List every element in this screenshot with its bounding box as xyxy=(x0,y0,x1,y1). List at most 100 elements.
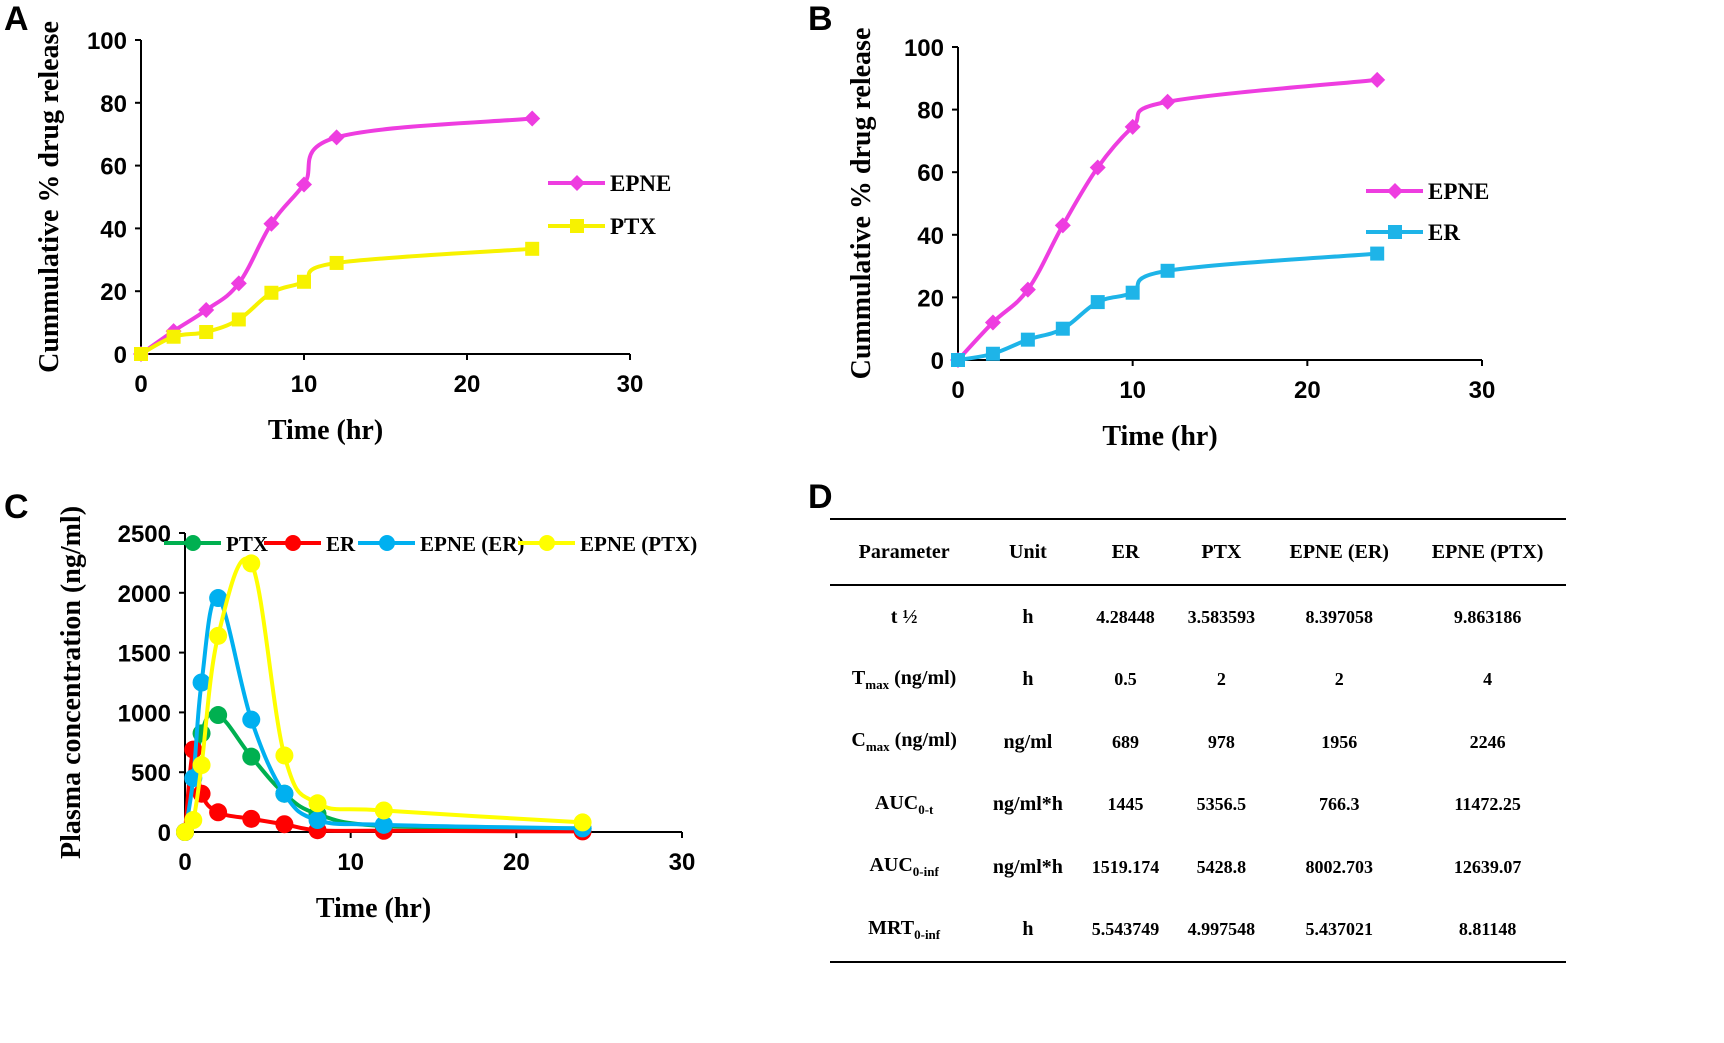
data-point xyxy=(1387,183,1403,199)
parameter-cell: Cmax (ng/ml) xyxy=(851,729,957,755)
data-point xyxy=(573,813,592,832)
data-point xyxy=(134,347,148,361)
x-tick-label: 20 xyxy=(1294,377,1321,404)
data-point xyxy=(984,314,1001,331)
table-row: Tmax (ng/ml) h 0.5 2 2 4 xyxy=(830,649,1566,712)
data-point xyxy=(1054,217,1071,234)
x-tick-label: 10 xyxy=(1119,377,1146,404)
x-tick-label: 0 xyxy=(951,377,964,404)
legend-item: PTX xyxy=(164,532,268,556)
value-cell: 2 xyxy=(1216,669,1226,690)
data-point xyxy=(242,710,261,729)
x-axis-label: Time (hr) xyxy=(316,893,431,924)
table-row: MRT0-inf h 5.543749 4.997548 5.437021 8.81148 xyxy=(830,898,1566,963)
series-er xyxy=(951,246,1385,367)
y-tick-label: 40 xyxy=(917,223,944,250)
x-axis-label: Time (hr) xyxy=(268,415,383,446)
data-point xyxy=(524,110,541,127)
data-point xyxy=(374,815,393,834)
x-tick-label: 10 xyxy=(291,371,318,398)
data-point xyxy=(985,346,1000,361)
y-tick-label: 0 xyxy=(114,342,127,369)
x-tick-label: 20 xyxy=(503,849,530,876)
unit-cell: ng/ml xyxy=(1003,730,1053,753)
value-cell: 1445 xyxy=(1107,794,1144,815)
data-point xyxy=(1388,225,1402,239)
data-point xyxy=(1124,118,1141,135)
legend-label: EPNE xyxy=(1428,179,1489,204)
legend-item: ER xyxy=(1366,220,1460,245)
legend-item: ER xyxy=(264,532,356,556)
table-row: AUC0-inf ng/ml*h 1519.174 5428.8 8002.703 126… xyxy=(830,836,1566,899)
table-header-row: Parameter Unit ER PTX EPNE (ER) EPNE (PTX) xyxy=(830,518,1566,586)
data-point xyxy=(242,809,261,828)
data-point xyxy=(1370,246,1385,261)
table-body: t ½ h 4.28448 3.583593 8.397058 9.863186 Tmax … xyxy=(830,585,1566,963)
unit-cell: ng/ml*h xyxy=(992,855,1063,878)
legend-label: EPNE xyxy=(610,171,671,196)
legend-item: EPNE xyxy=(1366,179,1489,204)
data-point xyxy=(296,176,312,193)
value-cell: 2246 xyxy=(1469,731,1506,752)
data-point xyxy=(328,129,345,146)
legend-item: EPNE xyxy=(548,171,671,196)
table-row: t ½ h 4.28448 3.583593 8.397058 9.863186 xyxy=(830,585,1566,649)
x-tick-label: 30 xyxy=(617,371,644,398)
data-point xyxy=(1160,263,1175,278)
column-header: EPNE (PTX) xyxy=(1409,518,1566,586)
legend-label: EPNE (PTX) xyxy=(580,532,697,556)
parameter-cell: Tmax (ng/ml) xyxy=(851,666,957,692)
data-point xyxy=(184,811,203,830)
y-tick-label: 2500 xyxy=(118,521,171,548)
legend-label: PTX xyxy=(226,532,268,556)
data-point xyxy=(308,794,327,813)
data-point xyxy=(1159,93,1176,110)
panel-label-c: C xyxy=(4,488,29,526)
value-cell: 5.543749 xyxy=(1077,898,1174,963)
value-cell: 1519.174 xyxy=(1091,856,1160,877)
legend-label: ER xyxy=(326,532,356,556)
unit-cell: h xyxy=(1022,668,1034,691)
y-tick-label: 0 xyxy=(158,820,171,847)
y-tick-label: 2000 xyxy=(118,581,171,608)
panel-label-a: A xyxy=(4,0,29,38)
legend-item: EPNE (PTX) xyxy=(518,532,697,556)
value-cell: 766.3 xyxy=(1318,794,1360,815)
x-tick-label: 30 xyxy=(1469,377,1496,404)
data-point xyxy=(1369,71,1386,88)
unit-cell: ng/ml*h xyxy=(992,793,1063,816)
x-tick-label: 30 xyxy=(669,849,696,876)
data-point xyxy=(1019,281,1036,298)
data-point xyxy=(263,215,280,232)
x-tick-label: 10 xyxy=(337,849,364,876)
x-axis-label: Time (hr) xyxy=(1102,421,1217,452)
data-point xyxy=(209,589,228,608)
y-tick-label: 60 xyxy=(100,154,127,181)
series-epne-ptx- xyxy=(176,554,592,841)
data-point xyxy=(192,756,211,775)
value-cell: 9.863186 xyxy=(1453,606,1522,627)
parameter-cell: AUC0-t xyxy=(874,791,934,817)
data-point xyxy=(275,815,294,834)
y-tick-label: 1000 xyxy=(118,700,171,727)
value-cell: 4.997548 xyxy=(1173,898,1270,963)
value-cell: 689 xyxy=(1112,731,1140,752)
value-cell: 8002.703 xyxy=(1305,856,1373,877)
x-tick-label: 20 xyxy=(454,371,481,398)
data-point xyxy=(1090,295,1105,310)
data-point xyxy=(242,747,261,766)
data-point xyxy=(231,312,246,327)
y-tick-label: 40 xyxy=(100,216,127,243)
data-point xyxy=(1020,332,1035,347)
value-cell: 0.5 xyxy=(1114,669,1137,690)
legend-label: EPNE (ER) xyxy=(420,532,524,556)
legend-item: EPNE (ER) xyxy=(358,532,524,556)
y-axis-label: Cummulative % drug release xyxy=(846,28,877,380)
series-epne xyxy=(133,110,541,362)
column-header: EPNE (ER) xyxy=(1269,518,1410,586)
value-cell: 3.583593 xyxy=(1187,606,1256,627)
value-cell: 8.397058 xyxy=(1305,606,1373,627)
value-cell: 5428.8 xyxy=(1196,856,1247,877)
value-cell: 4.28448 xyxy=(1096,606,1155,627)
chart-panel-a: 0 10 20 30 0 20 40 60 80 100 Time (hr) Cummulative … xyxy=(34,21,671,446)
